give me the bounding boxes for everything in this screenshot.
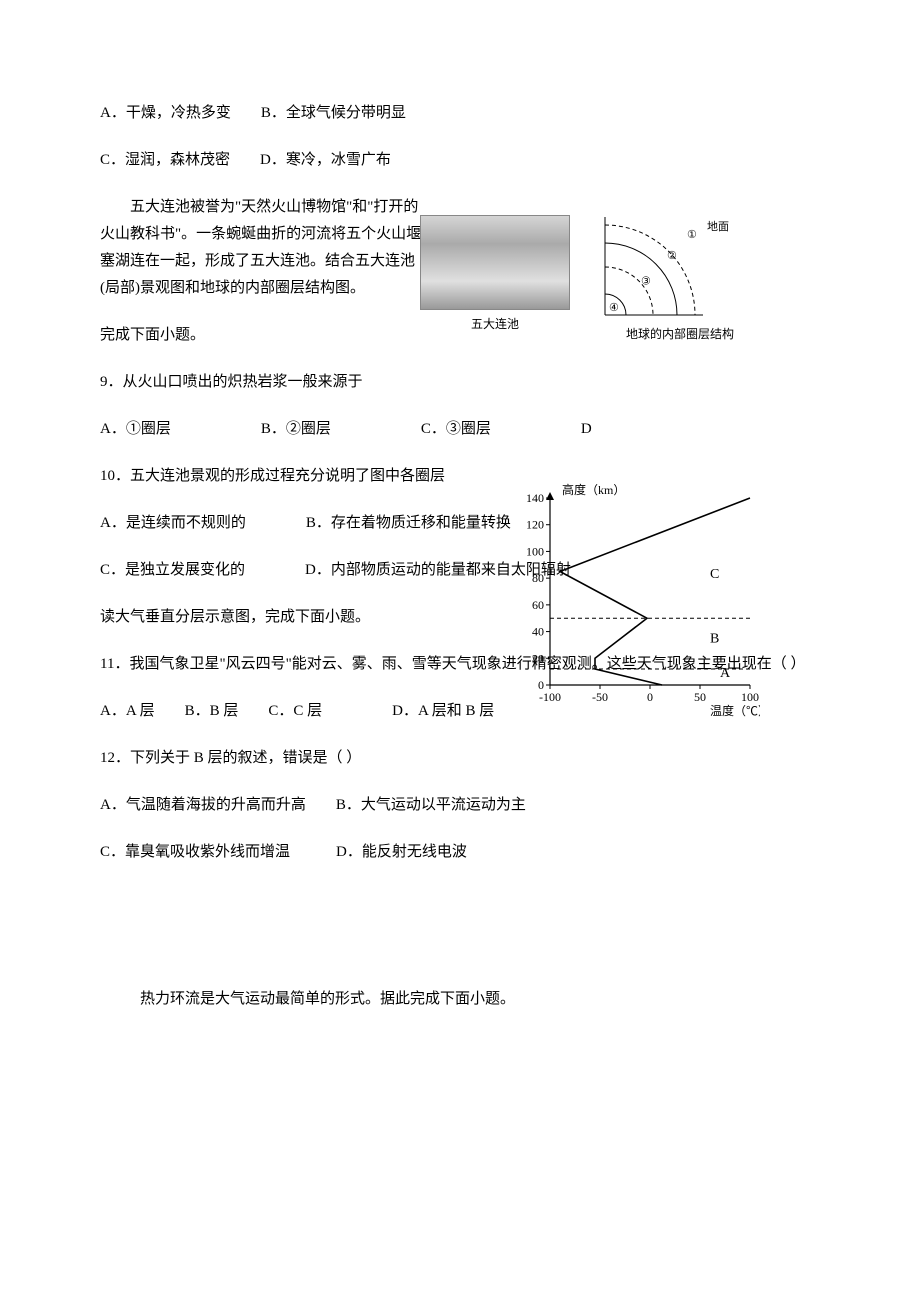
q9-options: A．①圈层 B．②圈层 C．③圈层 D <box>100 416 820 443</box>
q9-a: A．①圈层 <box>100 416 171 443</box>
q10-b: B．存在着物质迁移和能量转换 <box>306 510 511 537</box>
option-c: C．湿润，森林茂密 <box>100 147 230 174</box>
q12-b: B．大气运动以平流运动为主 <box>336 792 526 819</box>
q12-row2: C．靠臭氧吸收紫外线而增温 D．能反射无线电波 <box>100 839 820 866</box>
svg-text:B: B <box>710 631 719 646</box>
q9-b: B．②圈层 <box>261 416 331 443</box>
svg-text:50: 50 <box>694 690 706 704</box>
q10-c: C．是独立发展变化的 <box>100 557 245 584</box>
q10-a: A．是连续而不规则的 <box>100 510 246 537</box>
thermal-intro: 热力环流是大气运动最简单的形式。据此完成下面小题。 <box>100 986 820 1013</box>
svg-text:温度（℃）: 温度（℃） <box>710 703 760 718</box>
option-b: B．全球气候分带明显 <box>261 100 406 127</box>
svg-text:高度（km）: 高度（km） <box>562 482 625 497</box>
option-a: A．干燥，冷热多变 <box>100 100 231 127</box>
svg-text:60: 60 <box>532 598 544 612</box>
climate-options-row2: C．湿润，森林茂密 D．寒冷，冰雪广布 <box>100 147 820 174</box>
wudalianchi-intro: 五大连池被誉为"天然火山博物馆"和"打开的火山教科书"。一条蜿蜒曲折的河流将五个… <box>100 194 430 302</box>
q11-c: C．C 层 <box>268 698 322 725</box>
svg-text:40: 40 <box>532 625 544 639</box>
q12-row1: A．气温随着海拔的升高而升高 B．大气运动以平流运动为主 <box>100 792 820 819</box>
svg-text:80: 80 <box>532 571 544 585</box>
svg-text:A: A <box>720 666 731 681</box>
q12-d: D．能反射无线电波 <box>336 839 467 866</box>
svg-text:140: 140 <box>526 491 544 505</box>
svg-text:地面: 地面 <box>707 220 729 233</box>
q11-a: A．A 层 <box>100 698 155 725</box>
earth-layers-figure: 地面 ①② ③ ④ 地球的内部圈层结构 <box>600 215 760 346</box>
mountain-image <box>420 215 570 310</box>
q12-text: 12．下列关于 B 层的叙述，错误是（ ） <box>100 745 820 772</box>
atmosphere-chart-wrap: 020406080100120140-100-50050100高度（km）温度（… <box>510 480 760 730</box>
svg-text:120: 120 <box>526 518 544 532</box>
svg-text:20: 20 <box>532 651 544 665</box>
q12-c: C．靠臭氧吸收紫外线而增温 <box>100 839 290 866</box>
mountain-figure: 五大连池 <box>420 215 570 336</box>
svg-text:100: 100 <box>741 690 759 704</box>
svg-text:C: C <box>710 567 719 582</box>
q9-text: 9．从火山口喷出的炽热岩浆一般来源于 <box>100 369 820 396</box>
climate-options-row1: A．干燥，冷热多变 B．全球气候分带明显 <box>100 100 820 127</box>
q9-c: C．③圈层 <box>421 416 491 443</box>
svg-text:②: ② <box>667 250 677 262</box>
atmosphere-chart-svg: 020406080100120140-100-50050100高度（km）温度（… <box>510 480 760 720</box>
svg-text:-50: -50 <box>592 690 608 704</box>
option-d: D．寒冷，冰雪广布 <box>260 147 391 174</box>
svg-text:①: ① <box>687 229 697 241</box>
q12-a: A．气温随着海拔的升高而升高 <box>100 792 306 819</box>
mountain-caption: 五大连池 <box>471 314 519 336</box>
q11-d: D．A 层和 B 层 <box>392 698 494 725</box>
q11-b: B．B 层 <box>185 698 239 725</box>
svg-text:③: ③ <box>641 276 651 288</box>
wudalianchi-figures: 五大连池 地面 ①② ③ ④ 地球的内部圈层结构 <box>420 215 760 346</box>
svg-text:④: ④ <box>609 302 619 314</box>
svg-text:100: 100 <box>526 544 544 558</box>
svg-text:-100: -100 <box>539 690 561 704</box>
q9-d: D <box>581 416 592 443</box>
earth-layers-caption: 地球的内部圈层结构 <box>626 324 734 346</box>
svg-text:0: 0 <box>647 690 653 704</box>
earth-layers-svg: 地面 ①② ③ ④ <box>600 215 760 320</box>
